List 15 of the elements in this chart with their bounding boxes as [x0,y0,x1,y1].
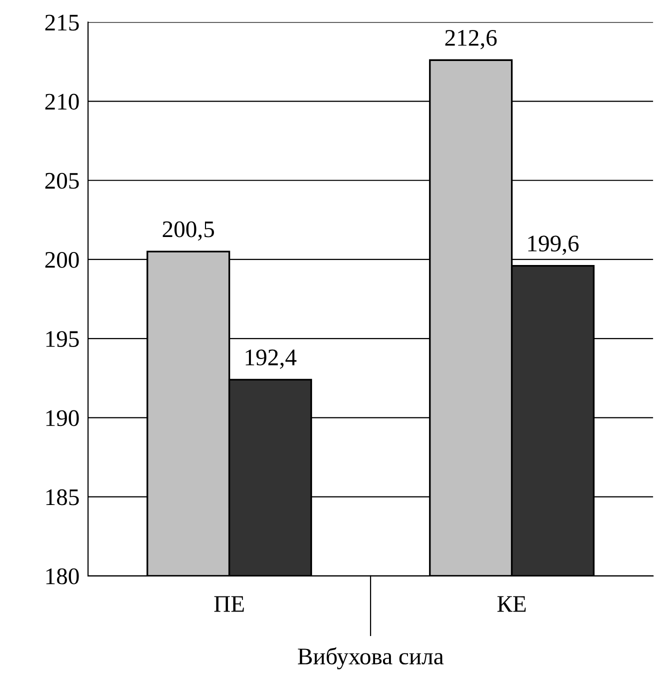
y-tick-label: 180 [46,568,79,584]
data-label: 200,5 [162,221,214,241]
data-label: 199,6 [528,236,579,255]
data-label: 212,6 [445,30,497,50]
data-label: 192,4 [246,350,296,369]
y-tick-label: 185 [46,489,79,506]
y-tick-label: 190 [46,410,79,426]
x-axis-title: Вибухова сила [298,647,444,670]
y-tick-label: 195 [46,331,79,348]
y-tick-label: 210 [45,94,79,110]
x-tick-label: ПЕ [214,596,244,612]
x-tick-label: КЕ [497,596,526,612]
y-tick-label: 215 [45,14,79,31]
y-tick-label: 205 [45,172,79,189]
y-tick-label: 200 [45,252,79,268]
